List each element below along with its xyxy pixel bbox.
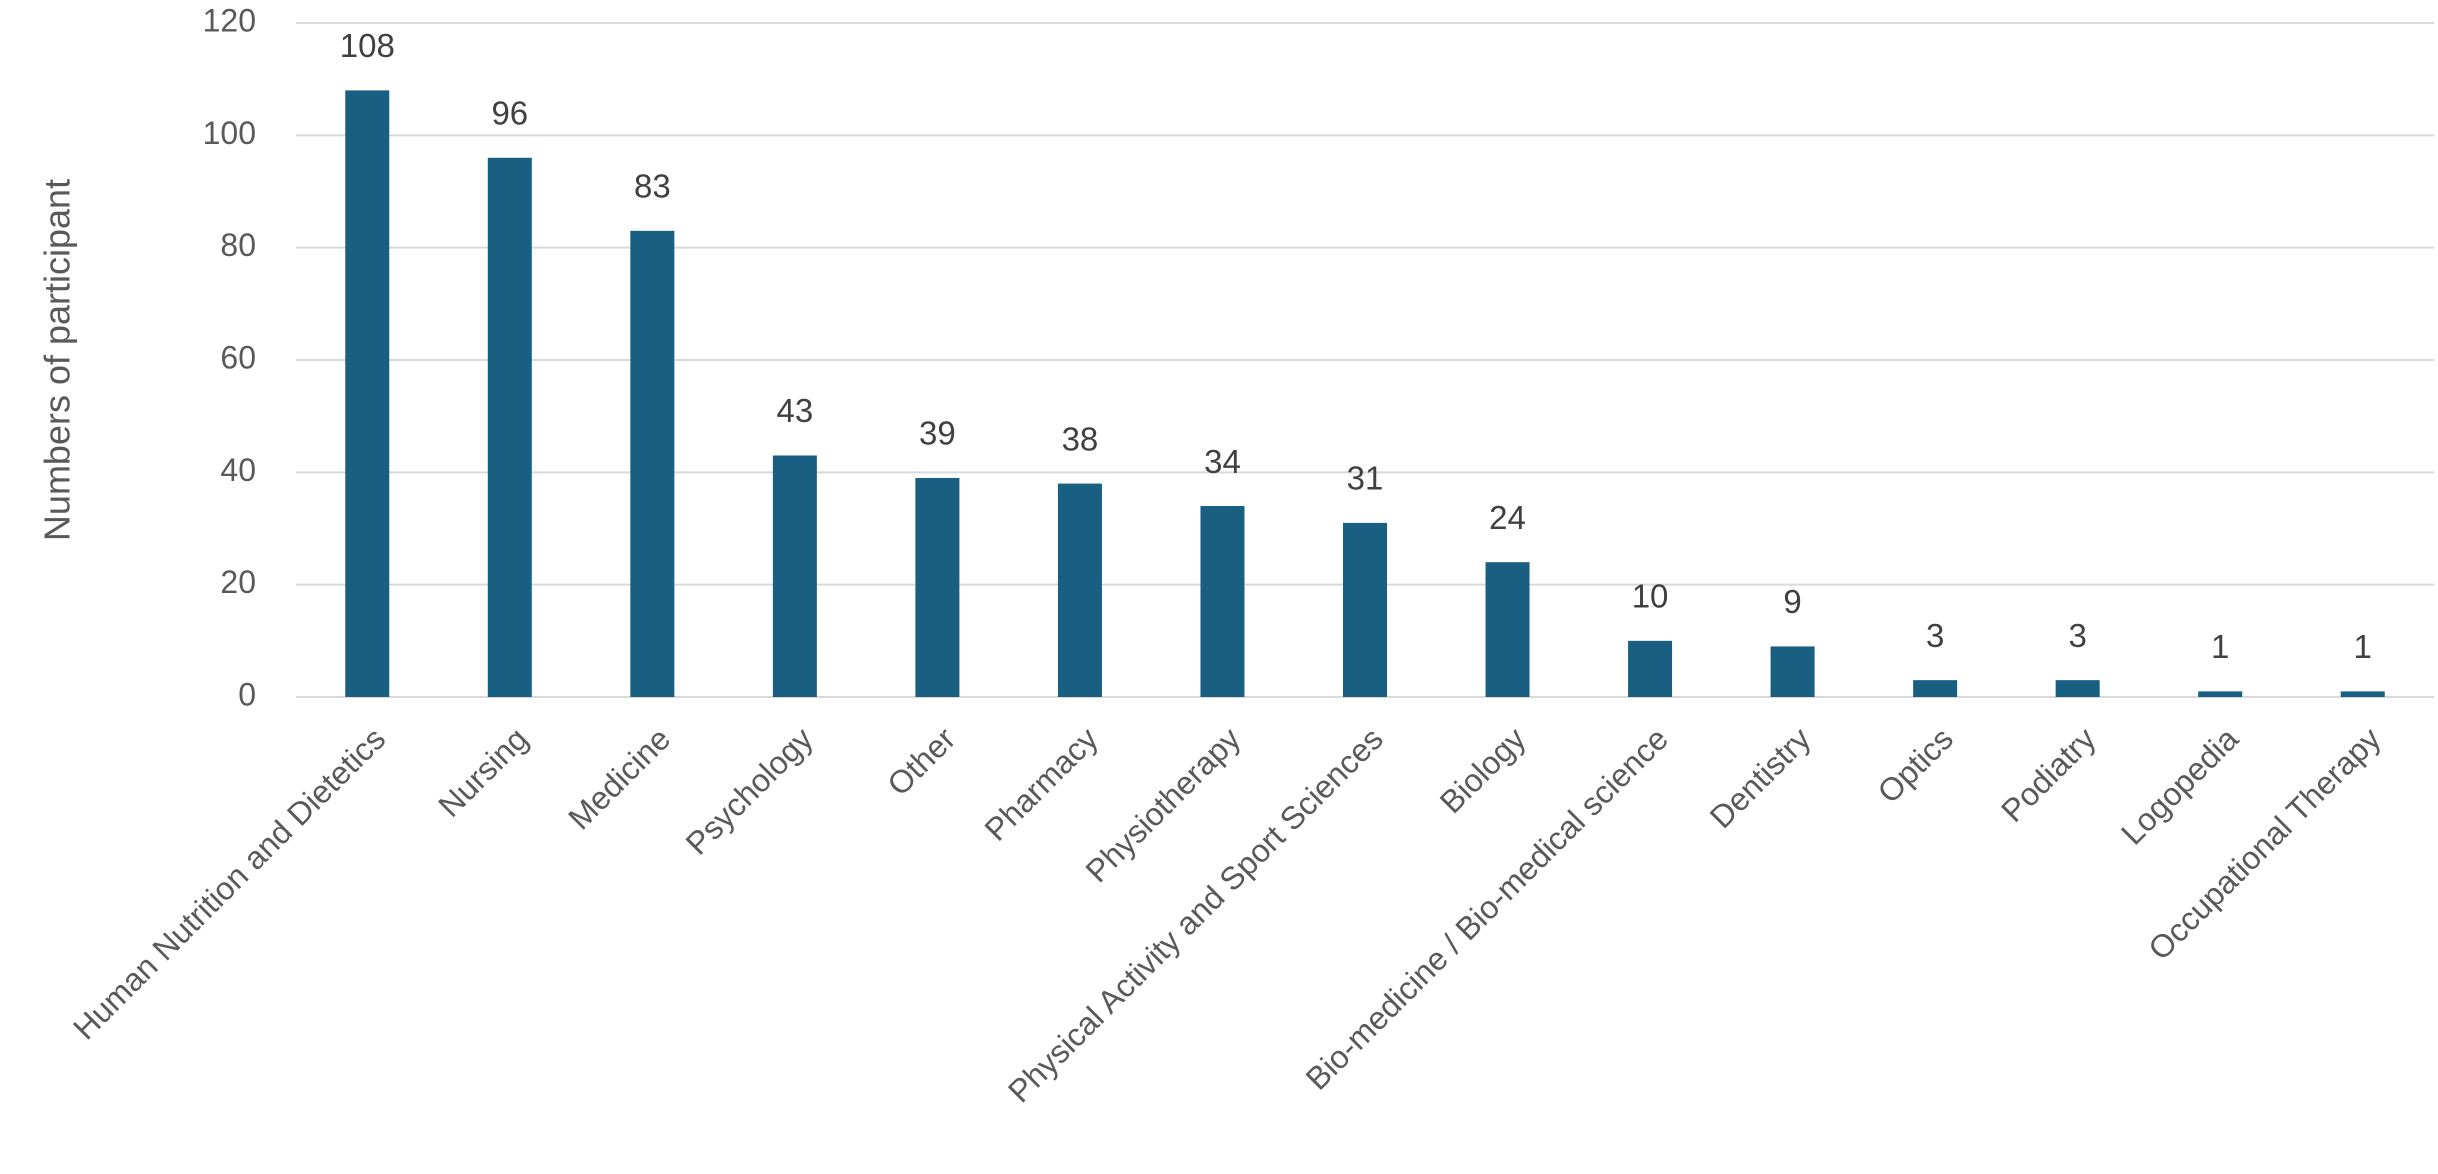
y-tick-label: 0 <box>238 676 256 712</box>
x-tick-label: Pharmacy <box>978 720 1105 847</box>
data-label: 24 <box>1489 499 1526 536</box>
data-label: 9 <box>1783 583 1801 620</box>
bar <box>1057 483 1102 697</box>
bar <box>2340 691 2385 697</box>
bar <box>630 230 675 698</box>
y-tick-label: 60 <box>220 339 256 375</box>
data-label: 3 <box>1926 617 1944 654</box>
data-label: 10 <box>1632 578 1669 615</box>
data-label: 38 <box>1062 420 1099 457</box>
data-label: 1 <box>2211 628 2229 665</box>
x-tick-label: Optics <box>1870 720 1960 810</box>
x-tick-label: Occupational Therapy <box>2141 720 2387 966</box>
bar <box>2198 691 2243 697</box>
data-label: 108 <box>340 27 395 64</box>
data-label: 34 <box>1204 443 1241 480</box>
x-tick-label: Podiatry <box>1994 720 2102 828</box>
y-axis-title: Numbers of participant <box>37 179 78 541</box>
y-tick-label: 20 <box>220 564 256 600</box>
y-tick-label: 80 <box>220 227 256 263</box>
bar <box>1913 680 1958 697</box>
bar <box>1200 506 1245 697</box>
x-tick-label: Nursing <box>431 720 534 823</box>
bar <box>487 157 532 698</box>
x-tick-label: Human Nutrition and Dietetics <box>66 720 392 1046</box>
data-label: 3 <box>2068 617 2086 654</box>
data-label: 1 <box>2354 628 2372 665</box>
x-tick-label: Psychology <box>679 720 820 861</box>
bar <box>345 90 390 697</box>
data-label: 31 <box>1347 460 1384 497</box>
bar <box>2055 680 2100 697</box>
x-tick-label: Dentistry <box>1703 720 1818 835</box>
data-label: 43 <box>777 392 814 429</box>
data-label: 83 <box>634 168 671 205</box>
bar <box>1485 562 1530 697</box>
x-tick-label: Medicine <box>561 720 677 836</box>
x-tick-label: Other <box>880 720 962 802</box>
bar <box>915 477 960 697</box>
y-tick-label: 100 <box>203 115 256 151</box>
data-label: 96 <box>491 95 528 132</box>
x-tick-label: Logopedia <box>2114 720 2245 851</box>
bar <box>772 455 817 697</box>
y-tick-label: 120 <box>203 2 256 38</box>
y-tick-label: 40 <box>220 452 256 488</box>
x-tick-label: Biology <box>1433 720 1533 820</box>
bar <box>1343 522 1387 697</box>
data-label: 39 <box>919 415 956 452</box>
bar <box>1628 640 1673 697</box>
bar <box>1770 646 1815 697</box>
